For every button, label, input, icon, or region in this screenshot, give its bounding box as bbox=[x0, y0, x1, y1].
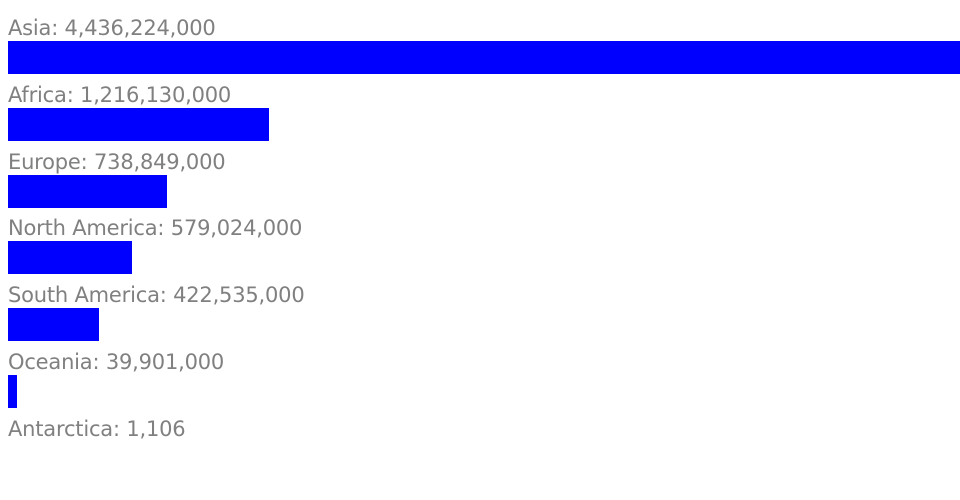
bar-oceania bbox=[8, 375, 17, 408]
bar-label-oceania: Oceania: 39,901,000 bbox=[8, 350, 225, 374]
bar-label-south-america: South America: 422,535,000 bbox=[8, 283, 305, 308]
bar-north-america bbox=[8, 241, 133, 275]
bar-africa bbox=[8, 107, 269, 141]
bar-label-asia: Asia: 4,436,224,000 bbox=[8, 16, 216, 40]
bar-europe bbox=[8, 174, 167, 208]
bar-label-africa: Africa: 1,216,130,000 bbox=[8, 82, 232, 107]
bar-south-america bbox=[8, 308, 99, 342]
bar-asia bbox=[8, 41, 960, 74]
bar-label-antarctica: Antarctica: 1,106 bbox=[8, 416, 186, 441]
bar-label-europe: Europe: 738,849,000 bbox=[8, 149, 226, 174]
bar-label-north-america: North America: 579,024,000 bbox=[8, 216, 303, 241]
